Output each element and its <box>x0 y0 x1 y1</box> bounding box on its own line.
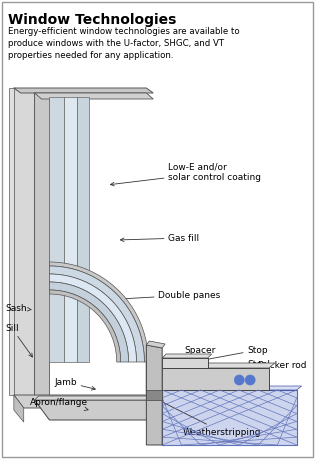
Polygon shape <box>34 400 162 420</box>
Text: Apron/flange: Apron/flange <box>30 397 88 411</box>
Polygon shape <box>146 368 269 390</box>
Polygon shape <box>49 97 64 362</box>
Text: Backer rod: Backer rod <box>254 361 307 375</box>
Polygon shape <box>64 97 77 362</box>
Polygon shape <box>162 386 301 390</box>
Polygon shape <box>49 266 145 362</box>
Polygon shape <box>14 88 153 93</box>
Polygon shape <box>34 93 153 99</box>
Text: Gas fill: Gas fill <box>120 234 199 242</box>
Text: Stop: Stop <box>197 346 268 363</box>
Text: Sill: Sill <box>5 324 33 357</box>
Polygon shape <box>146 345 162 445</box>
Polygon shape <box>162 390 297 445</box>
Text: Energy-efficient window technologies are available to
produce windows with the U: Energy-efficient window technologies are… <box>8 27 240 60</box>
Polygon shape <box>49 282 129 362</box>
Text: Window Technologies: Window Technologies <box>8 13 176 27</box>
Polygon shape <box>146 390 162 400</box>
Polygon shape <box>34 396 150 400</box>
Polygon shape <box>34 93 49 397</box>
Polygon shape <box>162 358 208 368</box>
Polygon shape <box>146 341 165 348</box>
Polygon shape <box>162 354 211 358</box>
Circle shape <box>245 375 255 385</box>
Text: Jamb: Jamb <box>54 377 95 390</box>
Polygon shape <box>146 359 165 364</box>
Polygon shape <box>77 97 89 362</box>
Text: Weatherstripping: Weatherstripping <box>158 400 262 437</box>
Polygon shape <box>14 395 24 422</box>
Polygon shape <box>49 262 148 362</box>
Text: Double panes: Double panes <box>106 291 220 302</box>
Text: Low-E and/or
solar control coating: Low-E and/or solar control coating <box>110 162 261 186</box>
Text: Sash: Sash <box>5 303 31 313</box>
Circle shape <box>234 375 244 385</box>
Polygon shape <box>146 362 162 395</box>
Polygon shape <box>9 88 14 395</box>
Polygon shape <box>14 395 156 408</box>
Text: Spacer: Spacer <box>158 346 215 369</box>
Polygon shape <box>146 363 275 368</box>
Polygon shape <box>14 88 34 400</box>
Polygon shape <box>49 290 121 362</box>
Polygon shape <box>49 274 137 362</box>
Text: Stool: Stool <box>216 359 270 378</box>
